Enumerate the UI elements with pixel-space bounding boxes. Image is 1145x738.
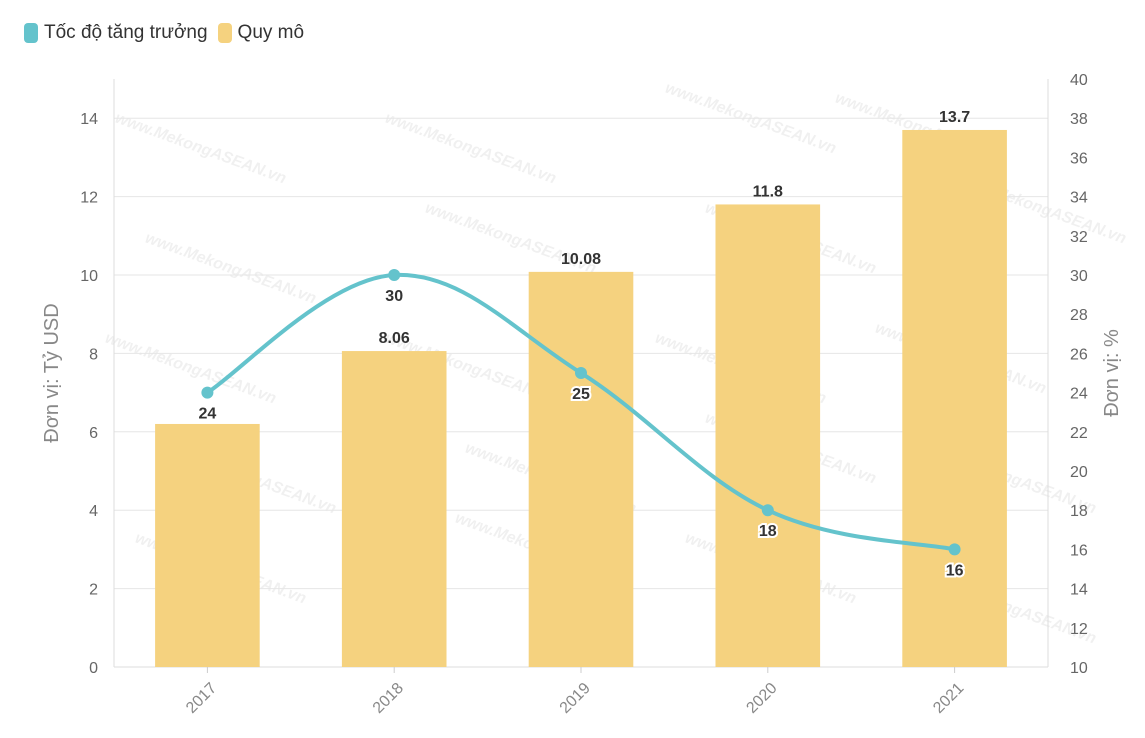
y-right-tick-label: 18: [1070, 503, 1088, 520]
growth-rate-value-label: 30: [385, 288, 403, 305]
y-left-tick-label: 0: [89, 660, 98, 677]
y-right-tick-label: 16: [1070, 542, 1088, 559]
y-right-tick-label: 36: [1070, 150, 1088, 167]
y-right-axis-title: Đơn vị: %: [1101, 329, 1123, 417]
bar-2020: [715, 204, 821, 667]
chart-legend: Tốc độ tăng trưởng Quy mô: [24, 22, 304, 44]
y-right-tick-label: 24: [1070, 386, 1088, 403]
y-left-tick-label: 8: [89, 346, 98, 363]
y-left-tick-label: 2: [89, 582, 98, 599]
bar-value-label: 8.06: [379, 330, 410, 347]
growth-rate-value-label: 18: [759, 523, 777, 540]
bar-value-label: 11.8: [753, 183, 783, 200]
y-left-tick-label: 14: [80, 111, 98, 128]
legend-swatch-scale: [217, 23, 232, 43]
y-right-tick-label: 30: [1070, 268, 1088, 285]
bar-2017: [155, 423, 260, 667]
y-right-tick-label: 28: [1070, 307, 1088, 324]
bar-2018: [341, 351, 447, 667]
growth-rate-value-label: 25: [572, 386, 590, 403]
y-right-tick-label: 14: [1070, 582, 1088, 599]
growth-rate-point-2017: [201, 386, 214, 399]
x-tick-label: 2020: [743, 680, 780, 717]
x-tick-label: 2021: [930, 680, 967, 717]
growth-rate-value-label: 24: [199, 406, 217, 423]
x-tick-label: 2019: [557, 680, 594, 717]
legend-label-growth-rate: Tốc độ tăng trưởng: [44, 22, 208, 43]
y-right-tick-label: 38: [1070, 111, 1088, 128]
growth-rate-point-2020: [761, 504, 774, 517]
y-left-axis-title: Đơn vị: Tỷ USD: [41, 303, 63, 442]
x-tick-label: 2017: [183, 680, 220, 717]
legend-label-scale: Quy mô: [237, 22, 305, 43]
y-right-tick-label: 40: [1070, 72, 1088, 89]
growth-rate-value-label: 16: [946, 562, 964, 579]
bar-2021: [902, 129, 1007, 667]
y-left-tick-label: 4: [89, 503, 98, 520]
y-left-tick-label: 10: [80, 268, 98, 285]
y-right-tick-label: 12: [1070, 621, 1088, 638]
y-right-tick-label: 34: [1070, 190, 1088, 207]
growth-rate-point-2021: [948, 543, 961, 556]
y-right-tick-label: 20: [1070, 464, 1088, 481]
y-right-tick-label: 26: [1070, 346, 1088, 363]
x-tick-label: 2018: [370, 680, 407, 717]
y-right-tick-label: 10: [1070, 660, 1088, 677]
growth-rate-point-2019: [575, 367, 587, 379]
bar-value-label: 10.08: [561, 251, 601, 268]
y-left-tick-label: 6: [89, 425, 98, 442]
y-right-tick-label: 32: [1070, 229, 1088, 246]
growth-rate-point-2018: [388, 269, 401, 281]
legend-item-scale[interactable]: Quy mô: [217, 22, 305, 44]
y-left-tick-label: 12: [80, 190, 98, 207]
bar-2019: [528, 271, 634, 667]
legend-swatch-growth-rate: [24, 23, 38, 43]
legend-item-growth-rate[interactable]: Tốc độ tăng trưởng: [24, 22, 208, 44]
y-right-tick-label: 22: [1070, 425, 1088, 442]
bar-value-label: 13.7: [939, 109, 970, 126]
